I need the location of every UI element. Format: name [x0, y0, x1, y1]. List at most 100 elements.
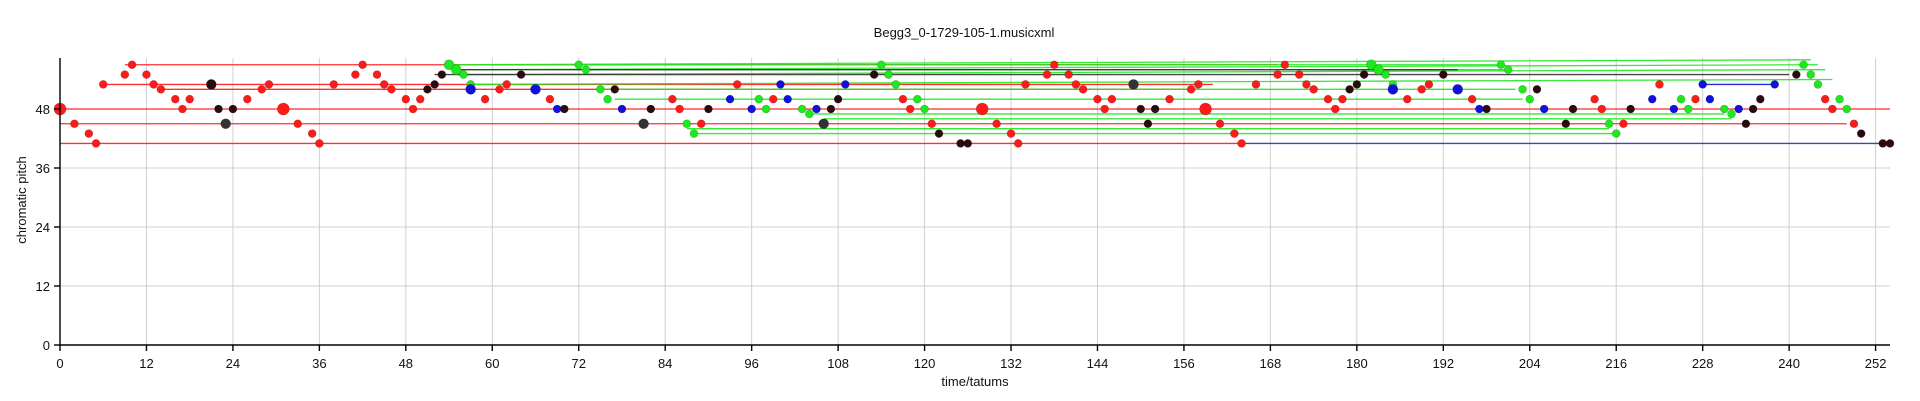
note-point: [1323, 94, 1333, 104]
y-tick-label: 0: [43, 338, 50, 353]
note-point: [243, 94, 252, 104]
note-point: [1655, 80, 1664, 89]
note-point: [228, 104, 238, 114]
note-point: [1345, 85, 1354, 94]
note-point: [502, 80, 511, 89]
x-tick-label: 228: [1692, 356, 1714, 371]
note-point: [1230, 129, 1239, 138]
x-tick-label: 24: [226, 356, 240, 371]
note-point: [1626, 104, 1635, 114]
note-point: [1748, 104, 1758, 114]
note-point: [826, 104, 836, 114]
note-point: [98, 80, 108, 89]
note-point: [480, 94, 490, 104]
note-point: [1518, 85, 1527, 94]
note-point: [920, 104, 929, 114]
note-point: [1294, 70, 1304, 79]
note-point: [574, 60, 584, 70]
note-point: [1734, 104, 1744, 114]
note-point: [905, 104, 915, 114]
note-point: [754, 94, 764, 104]
note-point: [646, 104, 656, 114]
note-point: [1619, 119, 1628, 129]
note-point: [776, 80, 785, 89]
note-point: [401, 94, 411, 104]
x-tick-label: 204: [1519, 356, 1541, 371]
x-axis-label: time/tatums: [941, 374, 1009, 389]
x-tick-label: 156: [1173, 356, 1195, 371]
note-point: [1107, 94, 1117, 104]
note-point: [841, 80, 850, 89]
note-point: [898, 94, 908, 104]
note-point: [84, 129, 94, 138]
note-point: [545, 94, 555, 104]
note-point: [156, 85, 166, 94]
note-point: [415, 94, 425, 104]
note-point: [1006, 129, 1016, 138]
note-point: [1806, 70, 1816, 79]
y-tick-label: 36: [36, 161, 50, 176]
note-point: [408, 104, 418, 114]
note-point: [1856, 129, 1866, 138]
note-point: [1365, 59, 1377, 71]
note-point: [747, 104, 756, 114]
note-point: [1532, 85, 1542, 94]
note-point: [1013, 139, 1023, 148]
note-point: [70, 119, 79, 129]
note-point: [812, 104, 821, 114]
note-point: [1820, 94, 1830, 104]
note-point: [307, 129, 317, 138]
note-point: [1669, 104, 1679, 114]
note-point: [689, 129, 699, 138]
note-point: [220, 118, 232, 130]
note-point: [1568, 104, 1578, 114]
note-point: [963, 139, 973, 148]
note-point: [1064, 70, 1073, 79]
note-point: [1770, 80, 1780, 89]
note-point: [142, 70, 151, 79]
note-point: [1424, 80, 1434, 89]
note-point: [992, 119, 1001, 129]
note-point: [1280, 60, 1290, 70]
note-point: [450, 64, 462, 75]
note-point: [877, 60, 886, 70]
note-point: [818, 118, 830, 130]
note-point: [1698, 80, 1707, 89]
note-point: [1071, 80, 1081, 89]
note-point: [329, 80, 339, 89]
note-point: [351, 70, 360, 79]
note-point: [610, 85, 620, 94]
x-tick-label: 48: [399, 356, 413, 371]
note-point: [833, 94, 843, 104]
note-point: [956, 139, 965, 148]
x-tick-label: 132: [1000, 356, 1022, 371]
note-point: [530, 84, 541, 95]
x-tick-label: 72: [572, 356, 586, 371]
note-point: [884, 70, 893, 79]
note-point: [1878, 139, 1888, 148]
note-point: [1597, 104, 1607, 114]
note-point: [1128, 79, 1139, 90]
note-point: [768, 94, 778, 104]
note-point: [1199, 102, 1212, 116]
note-point: [1330, 104, 1340, 114]
note-point: [1302, 80, 1311, 89]
note-point: [1705, 94, 1715, 104]
note-point: [1503, 65, 1513, 74]
note-point: [120, 70, 130, 79]
note-point: [704, 104, 713, 114]
note-point: [1885, 139, 1895, 148]
note-point: [552, 104, 562, 114]
note-point: [1727, 109, 1736, 119]
y-axis-label: chromatic pitch: [14, 156, 29, 243]
note-points-layer: [53, 59, 1895, 148]
note-point: [1439, 70, 1448, 79]
note-point: [1150, 104, 1160, 114]
x-tick-label: 216: [1605, 356, 1627, 371]
note-point: [277, 102, 290, 116]
note-point: [1093, 94, 1102, 104]
note-line: [470, 78, 1833, 86]
note-point: [869, 70, 879, 79]
note-point: [1338, 94, 1347, 104]
